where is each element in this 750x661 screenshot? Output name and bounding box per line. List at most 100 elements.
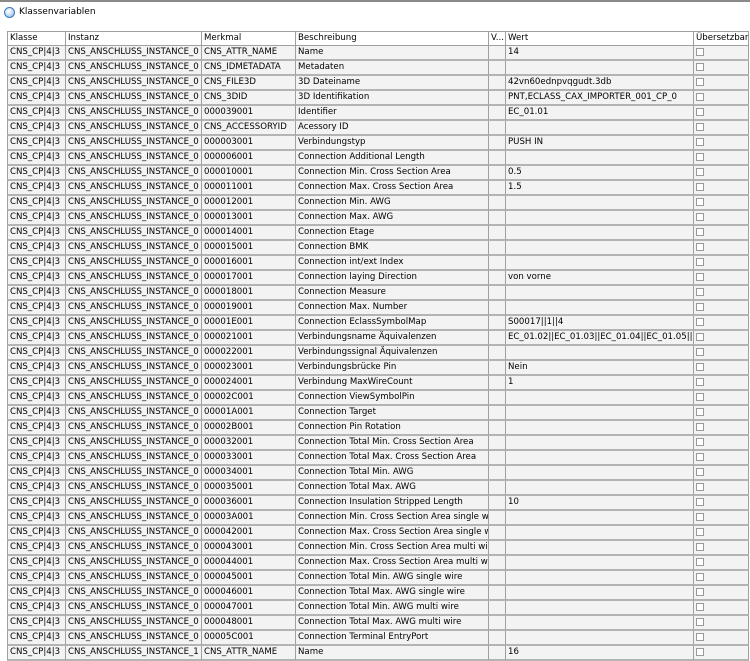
cell-instanz[interactable]: CNS_ANSCHLUSS_INSTANCE_0 [66, 226, 202, 241]
cell-v[interactable] [489, 301, 506, 316]
translatable-checkbox[interactable] [696, 317, 704, 326]
cell-v[interactable] [489, 46, 506, 61]
translatable-checkbox[interactable] [696, 257, 704, 266]
cell-v[interactable] [489, 76, 506, 91]
cell-v[interactable] [489, 196, 506, 211]
cell-uebersetzbar[interactable] [694, 346, 749, 361]
cell-uebersetzbar[interactable] [694, 106, 749, 121]
cell-klasse[interactable]: CNS_CP|4|3 [7, 76, 66, 91]
cell-beschreibung[interactable]: Connection Total Max. AWG multi wire [296, 616, 489, 631]
table-row[interactable]: CNS_CP|4|3 CNS_ANSCHLUSS_INSTANCE_0 000019… [7, 301, 749, 316]
cell-beschreibung[interactable]: Connection Total Min. AWG single wire [296, 571, 489, 586]
cell-wert[interactable]: PNT,ECLASS_CAX_IMPORTER_001_CP_0 [506, 91, 694, 106]
table-row[interactable]: CNS_CP|4|3 CNS_ANSCHLUSS_INSTANCE_0 000015… [7, 241, 749, 256]
cell-wert[interactable] [506, 121, 694, 136]
table-row[interactable]: CNS_CP|4|3 CNS_ANSCHLUSS_INSTANCE_0 CNS_FI… [7, 76, 749, 91]
translatable-checkbox[interactable] [696, 167, 704, 176]
cell-beschreibung[interactable]: Verbindungsbrücke Pin [296, 361, 489, 376]
cell-klasse[interactable]: CNS_CP|4|3 [7, 406, 66, 421]
cell-instanz[interactable]: CNS_ANSCHLUSS_INSTANCE_0 [66, 376, 202, 391]
table-row[interactable]: CNS_CP|4|3 CNS_ANSCHLUSS_INSTANCE_0 000035… [7, 481, 749, 496]
translatable-checkbox[interactable] [696, 92, 704, 101]
table-row[interactable]: CNS_CP|4|3 CNS_ANSCHLUSS_INSTANCE_0 CNS_AT… [7, 46, 749, 61]
cell-klasse[interactable]: CNS_CP|4|3 [7, 241, 66, 256]
cell-beschreibung[interactable]: Acessory ID [296, 121, 489, 136]
cell-wert[interactable]: EC_01.01 [506, 106, 694, 121]
cell-v[interactable] [489, 586, 506, 601]
cell-merkmal[interactable]: 000018001 [202, 286, 296, 301]
cell-klasse[interactable]: CNS_CP|4|3 [7, 61, 66, 76]
table-row[interactable]: CNS_CP|4|3 CNS_ANSCHLUSS_INSTANCE_0 000045… [7, 571, 749, 586]
cell-instanz[interactable]: CNS_ANSCHLUSS_INSTANCE_0 [66, 331, 202, 346]
cell-klasse[interactable]: CNS_CP|4|3 [7, 271, 66, 286]
cell-instanz[interactable]: CNS_ANSCHLUSS_INSTANCE_0 [66, 256, 202, 271]
cell-beschreibung[interactable]: Connection Terminal EntryPort [296, 631, 489, 646]
cell-merkmal[interactable]: 000047001 [202, 601, 296, 616]
cell-uebersetzbar[interactable] [694, 586, 749, 601]
cell-wert[interactable] [506, 571, 694, 586]
cell-klasse[interactable]: CNS_CP|4|3 [7, 46, 66, 61]
cell-beschreibung[interactable]: Metadaten [296, 61, 489, 76]
cell-uebersetzbar[interactable] [694, 376, 749, 391]
cell-klasse[interactable]: CNS_CP|4|3 [7, 421, 66, 436]
cell-uebersetzbar[interactable] [694, 316, 749, 331]
cell-uebersetzbar[interactable] [694, 61, 749, 76]
column-header-beschreibung[interactable]: Beschreibung [296, 31, 489, 46]
cell-klasse[interactable]: CNS_CP|4|3 [7, 436, 66, 451]
cell-merkmal[interactable]: 000023001 [202, 361, 296, 376]
cell-v[interactable] [489, 121, 506, 136]
cell-merkmal[interactable]: CNS_IDMETADATA [202, 61, 296, 76]
cell-instanz[interactable]: CNS_ANSCHLUSS_INSTANCE_0 [66, 316, 202, 331]
translatable-checkbox[interactable] [696, 362, 704, 371]
cell-uebersetzbar[interactable] [694, 181, 749, 196]
cell-beschreibung[interactable]: 3D Identifikation [296, 91, 489, 106]
translatable-checkbox[interactable] [696, 227, 704, 236]
cell-beschreibung[interactable]: Name [296, 646, 489, 661]
cell-klasse[interactable]: CNS_CP|4|3 [7, 181, 66, 196]
cell-instanz[interactable]: CNS_ANSCHLUSS_INSTANCE_0 [66, 136, 202, 151]
cell-klasse[interactable]: CNS_CP|4|3 [7, 556, 66, 571]
cell-uebersetzbar[interactable] [694, 526, 749, 541]
cell-merkmal[interactable]: 000024001 [202, 376, 296, 391]
table-row[interactable]: CNS_CP|4|3 CNS_ANSCHLUSS_INSTANCE_0 00001E… [7, 316, 749, 331]
cell-v[interactable] [489, 241, 506, 256]
translatable-checkbox[interactable] [696, 77, 704, 86]
cell-klasse[interactable]: CNS_CP|4|3 [7, 481, 66, 496]
cell-uebersetzbar[interactable] [694, 601, 749, 616]
cell-klasse[interactable]: CNS_CP|4|3 [7, 586, 66, 601]
cell-wert[interactable] [506, 436, 694, 451]
cell-merkmal[interactable]: 00001E001 [202, 316, 296, 331]
cell-merkmal[interactable]: CNS_ACCESSORYID [202, 121, 296, 136]
translatable-checkbox[interactable] [696, 197, 704, 206]
cell-merkmal[interactable]: CNS_FILE3D [202, 76, 296, 91]
cell-beschreibung[interactable]: Connection Total Min. Cross Section Area [296, 436, 489, 451]
cell-wert[interactable] [506, 586, 694, 601]
table-row[interactable]: CNS_CP|4|3 CNS_ANSCHLUSS_INSTANCE_0 000042… [7, 526, 749, 541]
table-row[interactable]: CNS_CP|4|3 CNS_ANSCHLUSS_INSTANCE_0 CNS_AC… [7, 121, 749, 136]
table-row[interactable]: CNS_CP|4|3 CNS_ANSCHLUSS_INSTANCE_0 CNS_3D… [7, 91, 749, 106]
table-row[interactable]: CNS_CP|4|3 CNS_ANSCHLUSS_INSTANCE_0 000046… [7, 586, 749, 601]
cell-beschreibung[interactable]: Connection Max. Cross Section Area singl… [296, 526, 489, 541]
cell-wert[interactable] [506, 226, 694, 241]
cell-beschreibung[interactable]: Connection Min. Cross Section Area [296, 166, 489, 181]
cell-merkmal[interactable]: 000014001 [202, 226, 296, 241]
table-row[interactable]: CNS_CP|4|3 CNS_ANSCHLUSS_INSTANCE_0 000047… [7, 601, 749, 616]
cell-wert[interactable] [506, 151, 694, 166]
translatable-checkbox[interactable] [696, 287, 704, 296]
cell-v[interactable] [489, 421, 506, 436]
translatable-checkbox[interactable] [696, 272, 704, 281]
cell-instanz[interactable]: CNS_ANSCHLUSS_INSTANCE_0 [66, 46, 202, 61]
cell-beschreibung[interactable]: 3D Dateiname [296, 76, 489, 91]
table-row[interactable]: CNS_CP|4|3 CNS_ANSCHLUSS_INSTANCE_0 000023… [7, 361, 749, 376]
cell-wert[interactable]: von vorne [506, 271, 694, 286]
cell-wert[interactable] [506, 211, 694, 226]
translatable-checkbox[interactable] [696, 617, 704, 626]
cell-instanz[interactable]: CNS_ANSCHLUSS_INSTANCE_0 [66, 76, 202, 91]
translatable-checkbox[interactable] [696, 182, 704, 191]
cell-merkmal[interactable]: 000048001 [202, 616, 296, 631]
translatable-checkbox[interactable] [696, 587, 704, 596]
cell-klasse[interactable]: CNS_CP|4|3 [7, 286, 66, 301]
cell-wert[interactable] [506, 346, 694, 361]
cell-beschreibung[interactable]: Identifier [296, 106, 489, 121]
cell-instanz[interactable]: CNS_ANSCHLUSS_INSTANCE_0 [66, 511, 202, 526]
